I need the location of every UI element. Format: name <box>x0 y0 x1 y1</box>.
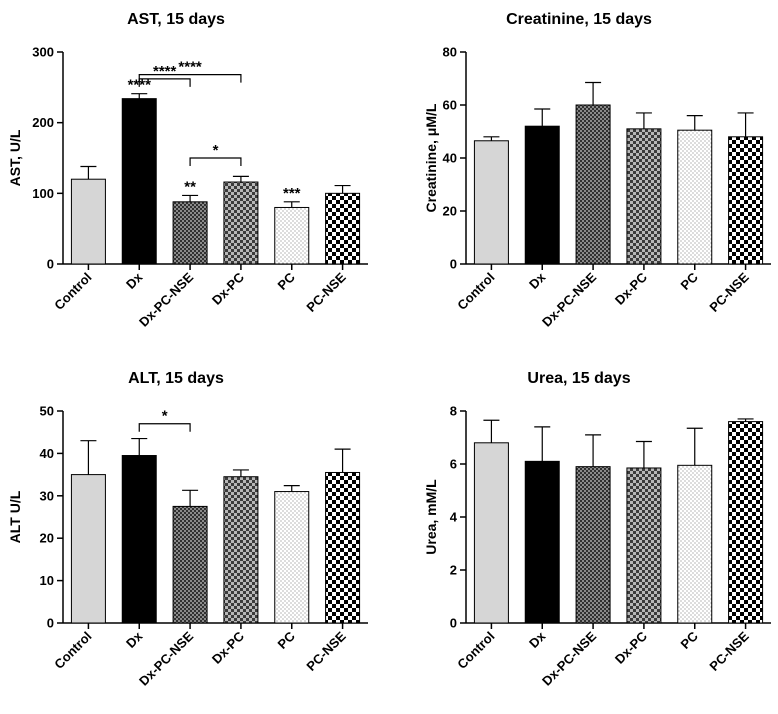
category-label: Dx-PC <box>209 628 248 667</box>
bar <box>274 206 310 265</box>
category-label: Dx-PC <box>612 628 651 667</box>
y-tick-label: 0 <box>47 257 54 272</box>
bar <box>121 98 157 265</box>
category-label: Control <box>454 270 497 313</box>
category-label: Control <box>51 629 94 672</box>
category-label: PC <box>274 628 298 652</box>
bar <box>575 104 611 265</box>
significance-marker: *** <box>283 185 301 202</box>
y-tick-label: 10 <box>40 573 54 588</box>
category-label: PC-NSE <box>706 269 752 315</box>
y-axis-label: Urea, mM/L <box>423 479 439 555</box>
y-tick-label: 200 <box>32 115 54 130</box>
comparison-label: **** <box>178 59 202 76</box>
y-tick-label: 0 <box>47 616 54 631</box>
bar <box>473 140 509 265</box>
category-label: Dx-PC-NSE <box>539 269 599 329</box>
bar <box>121 455 157 624</box>
category-label: Dx <box>526 269 549 292</box>
category-label: Dx-PC <box>612 269 651 308</box>
y-tick-label: 6 <box>450 457 457 472</box>
category-label: Control <box>454 629 497 672</box>
y-tick-label: 30 <box>40 488 54 503</box>
chart-title: Creatinine, 15 days <box>506 11 652 28</box>
y-axis-label: Creatinine, μM/L <box>423 103 439 212</box>
alt-chart-panel: ALT, 15 days ALT U/L 0 10 20 30 40 50 Control D… <box>7 370 368 689</box>
bar <box>473 442 509 624</box>
y-tick-label: 2 <box>450 563 457 578</box>
bar <box>274 491 310 624</box>
bar <box>524 125 560 265</box>
bar <box>223 181 259 265</box>
bar <box>172 505 208 624</box>
creatinine-chart-panel: Creatinine, 15 days Creatinine, μM/L 0 20… <box>423 11 771 330</box>
category-label: Dx <box>526 628 549 651</box>
bar <box>524 460 560 624</box>
y-tick-label: 60 <box>443 98 457 113</box>
y-tick-label: 40 <box>40 446 54 461</box>
category-label: PC <box>677 269 701 293</box>
comparison-label: **** <box>153 63 177 80</box>
y-tick-label: 0 <box>450 257 457 272</box>
y-tick-label: 50 <box>40 404 54 419</box>
comparison-bracket <box>138 423 191 432</box>
chart-title: Urea, 15 days <box>527 370 630 387</box>
y-axis-label: AST, U/L <box>7 129 23 186</box>
chart-title: AST, 15 days <box>127 11 225 28</box>
y-tick-label: 20 <box>443 204 457 219</box>
bar <box>70 474 106 624</box>
ast-chart-panel: AST, 15 days AST, U/L 0 100 200 300 Control D… <box>7 11 368 330</box>
category-label: PC-NSE <box>303 269 349 315</box>
bar <box>223 476 259 624</box>
category-label: Control <box>51 270 94 313</box>
bar <box>325 471 361 624</box>
comparison-bracket <box>189 157 242 166</box>
bar <box>728 136 764 265</box>
category-label: Dx <box>123 269 146 292</box>
category-label: Dx-PC-NSE <box>136 269 196 329</box>
category-label: Dx <box>123 628 146 651</box>
comparison-label: * <box>213 142 219 159</box>
bar <box>70 178 106 265</box>
bar <box>677 129 713 265</box>
y-tick-label: 0 <box>450 616 457 631</box>
y-tick-label: 300 <box>32 45 54 60</box>
y-axis-label: ALT U/L <box>7 490 23 543</box>
y-tick-label: 20 <box>40 531 54 546</box>
category-label: PC-NSE <box>303 628 349 674</box>
comparison-bracket <box>138 78 191 87</box>
y-tick-label: 8 <box>450 404 457 419</box>
y-tick-label: 40 <box>443 151 457 166</box>
y-tick-label: 80 <box>443 45 457 60</box>
bar <box>575 466 611 624</box>
category-label: PC-NSE <box>706 628 752 674</box>
chart-title: ALT, 15 days <box>128 370 224 387</box>
bar <box>677 464 713 624</box>
bar <box>325 192 361 265</box>
category-label: PC <box>274 269 298 293</box>
bar <box>626 467 662 624</box>
category-label: Dx-PC-NSE <box>539 628 599 688</box>
significance-marker: ** <box>184 178 196 195</box>
category-label: Dx-PC-NSE <box>136 628 196 688</box>
y-tick-label: 4 <box>450 510 458 525</box>
y-tick-label: 100 <box>32 186 54 201</box>
comparison-label: * <box>162 408 168 425</box>
category-label: Dx-PC <box>209 269 248 308</box>
bar <box>626 128 662 265</box>
bar <box>172 201 208 265</box>
category-label: PC <box>677 628 701 652</box>
bar <box>728 421 764 624</box>
